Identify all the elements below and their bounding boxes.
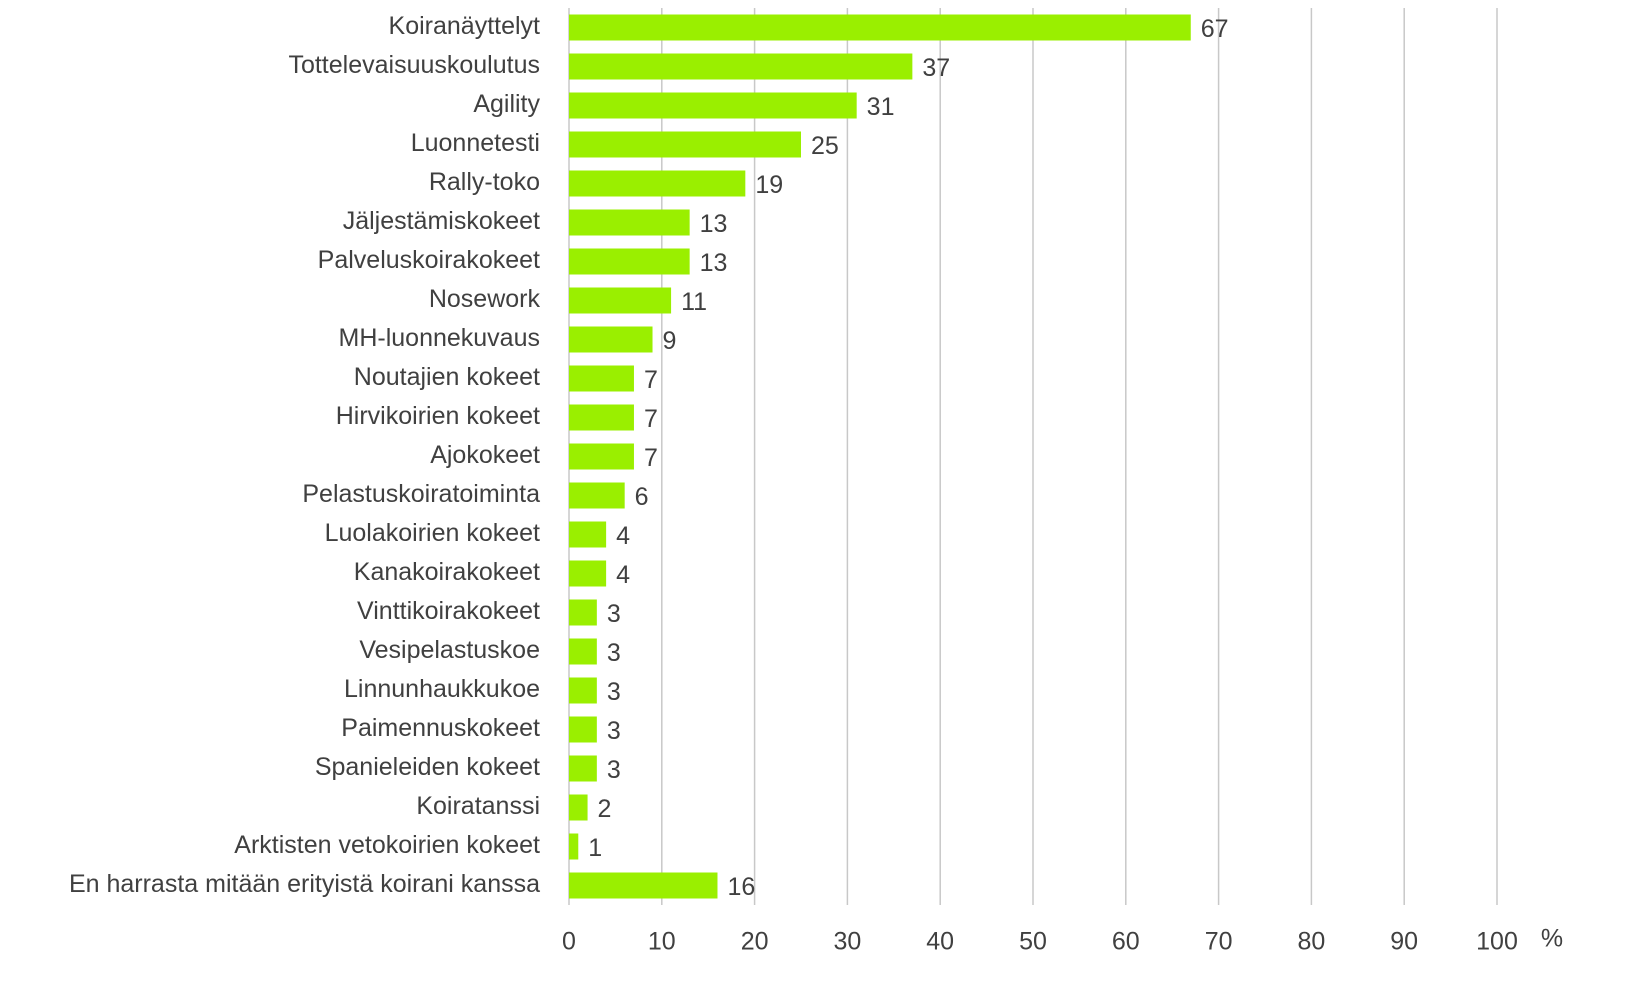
bar — [569, 209, 690, 236]
x-tick-label: 50 — [1019, 928, 1047, 956]
data-label: 7 — [644, 366, 658, 394]
bar — [569, 14, 1191, 41]
y-tick-label: Hirvikoirien kokeet — [336, 402, 540, 430]
bar — [569, 287, 672, 314]
data-label: 4 — [616, 561, 630, 589]
bar — [569, 53, 913, 80]
bar — [569, 560, 607, 587]
data-label: 31 — [867, 93, 895, 121]
data-label: 9 — [663, 327, 677, 355]
x-tick-label: 80 — [1297, 928, 1325, 956]
bar — [569, 521, 607, 548]
y-tick-label: Luolakoirien kokeet — [325, 519, 540, 547]
x-tick-label: 10 — [648, 928, 676, 956]
data-label: 11 — [681, 288, 707, 316]
y-tick-label: Paimennuskokeet — [341, 714, 540, 742]
x-tick-label: 0 — [562, 928, 576, 956]
data-label: 7 — [644, 444, 658, 472]
data-label: 7 — [644, 405, 658, 433]
bar — [569, 716, 597, 743]
y-tick-label: Arktisten vetokoirien kokeet — [234, 831, 540, 859]
data-label: 3 — [607, 678, 621, 706]
y-tick-label: Koiranäyttelyt — [389, 12, 541, 40]
data-label: 13 — [700, 210, 728, 238]
y-tick-label: Pelastuskoiratoiminta — [302, 480, 540, 508]
y-tick-label: Nosework — [429, 285, 541, 313]
bar — [569, 755, 597, 782]
x-tick-label: 30 — [833, 928, 861, 956]
bar — [569, 482, 625, 509]
y-tick-label: Tottelevaisuuskoulutus — [288, 51, 540, 79]
y-tick-label: En harrasta mitään erityistä koirani kan… — [69, 870, 540, 898]
bar — [569, 599, 597, 626]
bar — [569, 248, 690, 275]
x-tick-label: 100 — [1476, 928, 1518, 956]
y-tick-label: Vesipelastuskoe — [359, 636, 540, 664]
bar — [569, 131, 801, 158]
data-label: 25 — [811, 132, 839, 160]
data-label: 37 — [922, 54, 950, 82]
x-tick-label: 40 — [926, 928, 954, 956]
data-label: 3 — [607, 756, 621, 784]
bar — [569, 677, 597, 704]
x-axis-label: % — [1541, 925, 1563, 953]
y-tick-label: Noutajien kokeet — [354, 363, 540, 391]
data-label: 3 — [607, 639, 621, 667]
y-tick-label: Ajokokeet — [430, 441, 540, 469]
bar — [569, 365, 634, 392]
y-tick-label: Linnunhaukkukoe — [344, 675, 540, 703]
data-label: 2 — [598, 795, 612, 823]
x-tick-label: 60 — [1112, 928, 1140, 956]
y-tick-label: Palveluskoirakokeet — [318, 246, 540, 274]
y-tick-label: MH-luonnekuvaus — [339, 324, 541, 352]
y-tick-label: Agility — [473, 90, 540, 118]
data-label: 19 — [755, 171, 783, 199]
bar — [569, 170, 746, 197]
y-tick-label: Vinttikoirakokeet — [357, 597, 540, 625]
x-tick-label: 90 — [1390, 928, 1418, 956]
data-label: 16 — [727, 873, 755, 901]
data-label: 6 — [635, 483, 649, 511]
y-tick-label: Jäljestämiskokeet — [343, 207, 540, 235]
bar — [569, 794, 588, 821]
y-tick-label: Kanakoirakokeet — [354, 558, 540, 586]
bar — [569, 92, 857, 119]
bar — [569, 872, 718, 899]
bar — [569, 326, 653, 353]
y-tick-label: Luonnetesti — [411, 129, 540, 157]
data-label: 4 — [616, 522, 630, 550]
bar — [569, 833, 579, 860]
x-tick-label: 70 — [1205, 928, 1233, 956]
bar — [569, 404, 634, 431]
x-tick-label: 20 — [741, 928, 769, 956]
y-tick-label: Koiratanssi — [416, 792, 540, 820]
data-label: 1 — [588, 834, 602, 862]
bar — [569, 638, 597, 665]
data-label: 3 — [607, 717, 621, 745]
data-label: 67 — [1201, 15, 1229, 43]
data-label: 13 — [700, 249, 728, 277]
y-tick-label: Spanieleiden kokeet — [315, 753, 540, 781]
y-tick-label: Rally-toko — [429, 168, 540, 196]
bar — [569, 443, 634, 470]
data-label: 3 — [607, 600, 621, 628]
